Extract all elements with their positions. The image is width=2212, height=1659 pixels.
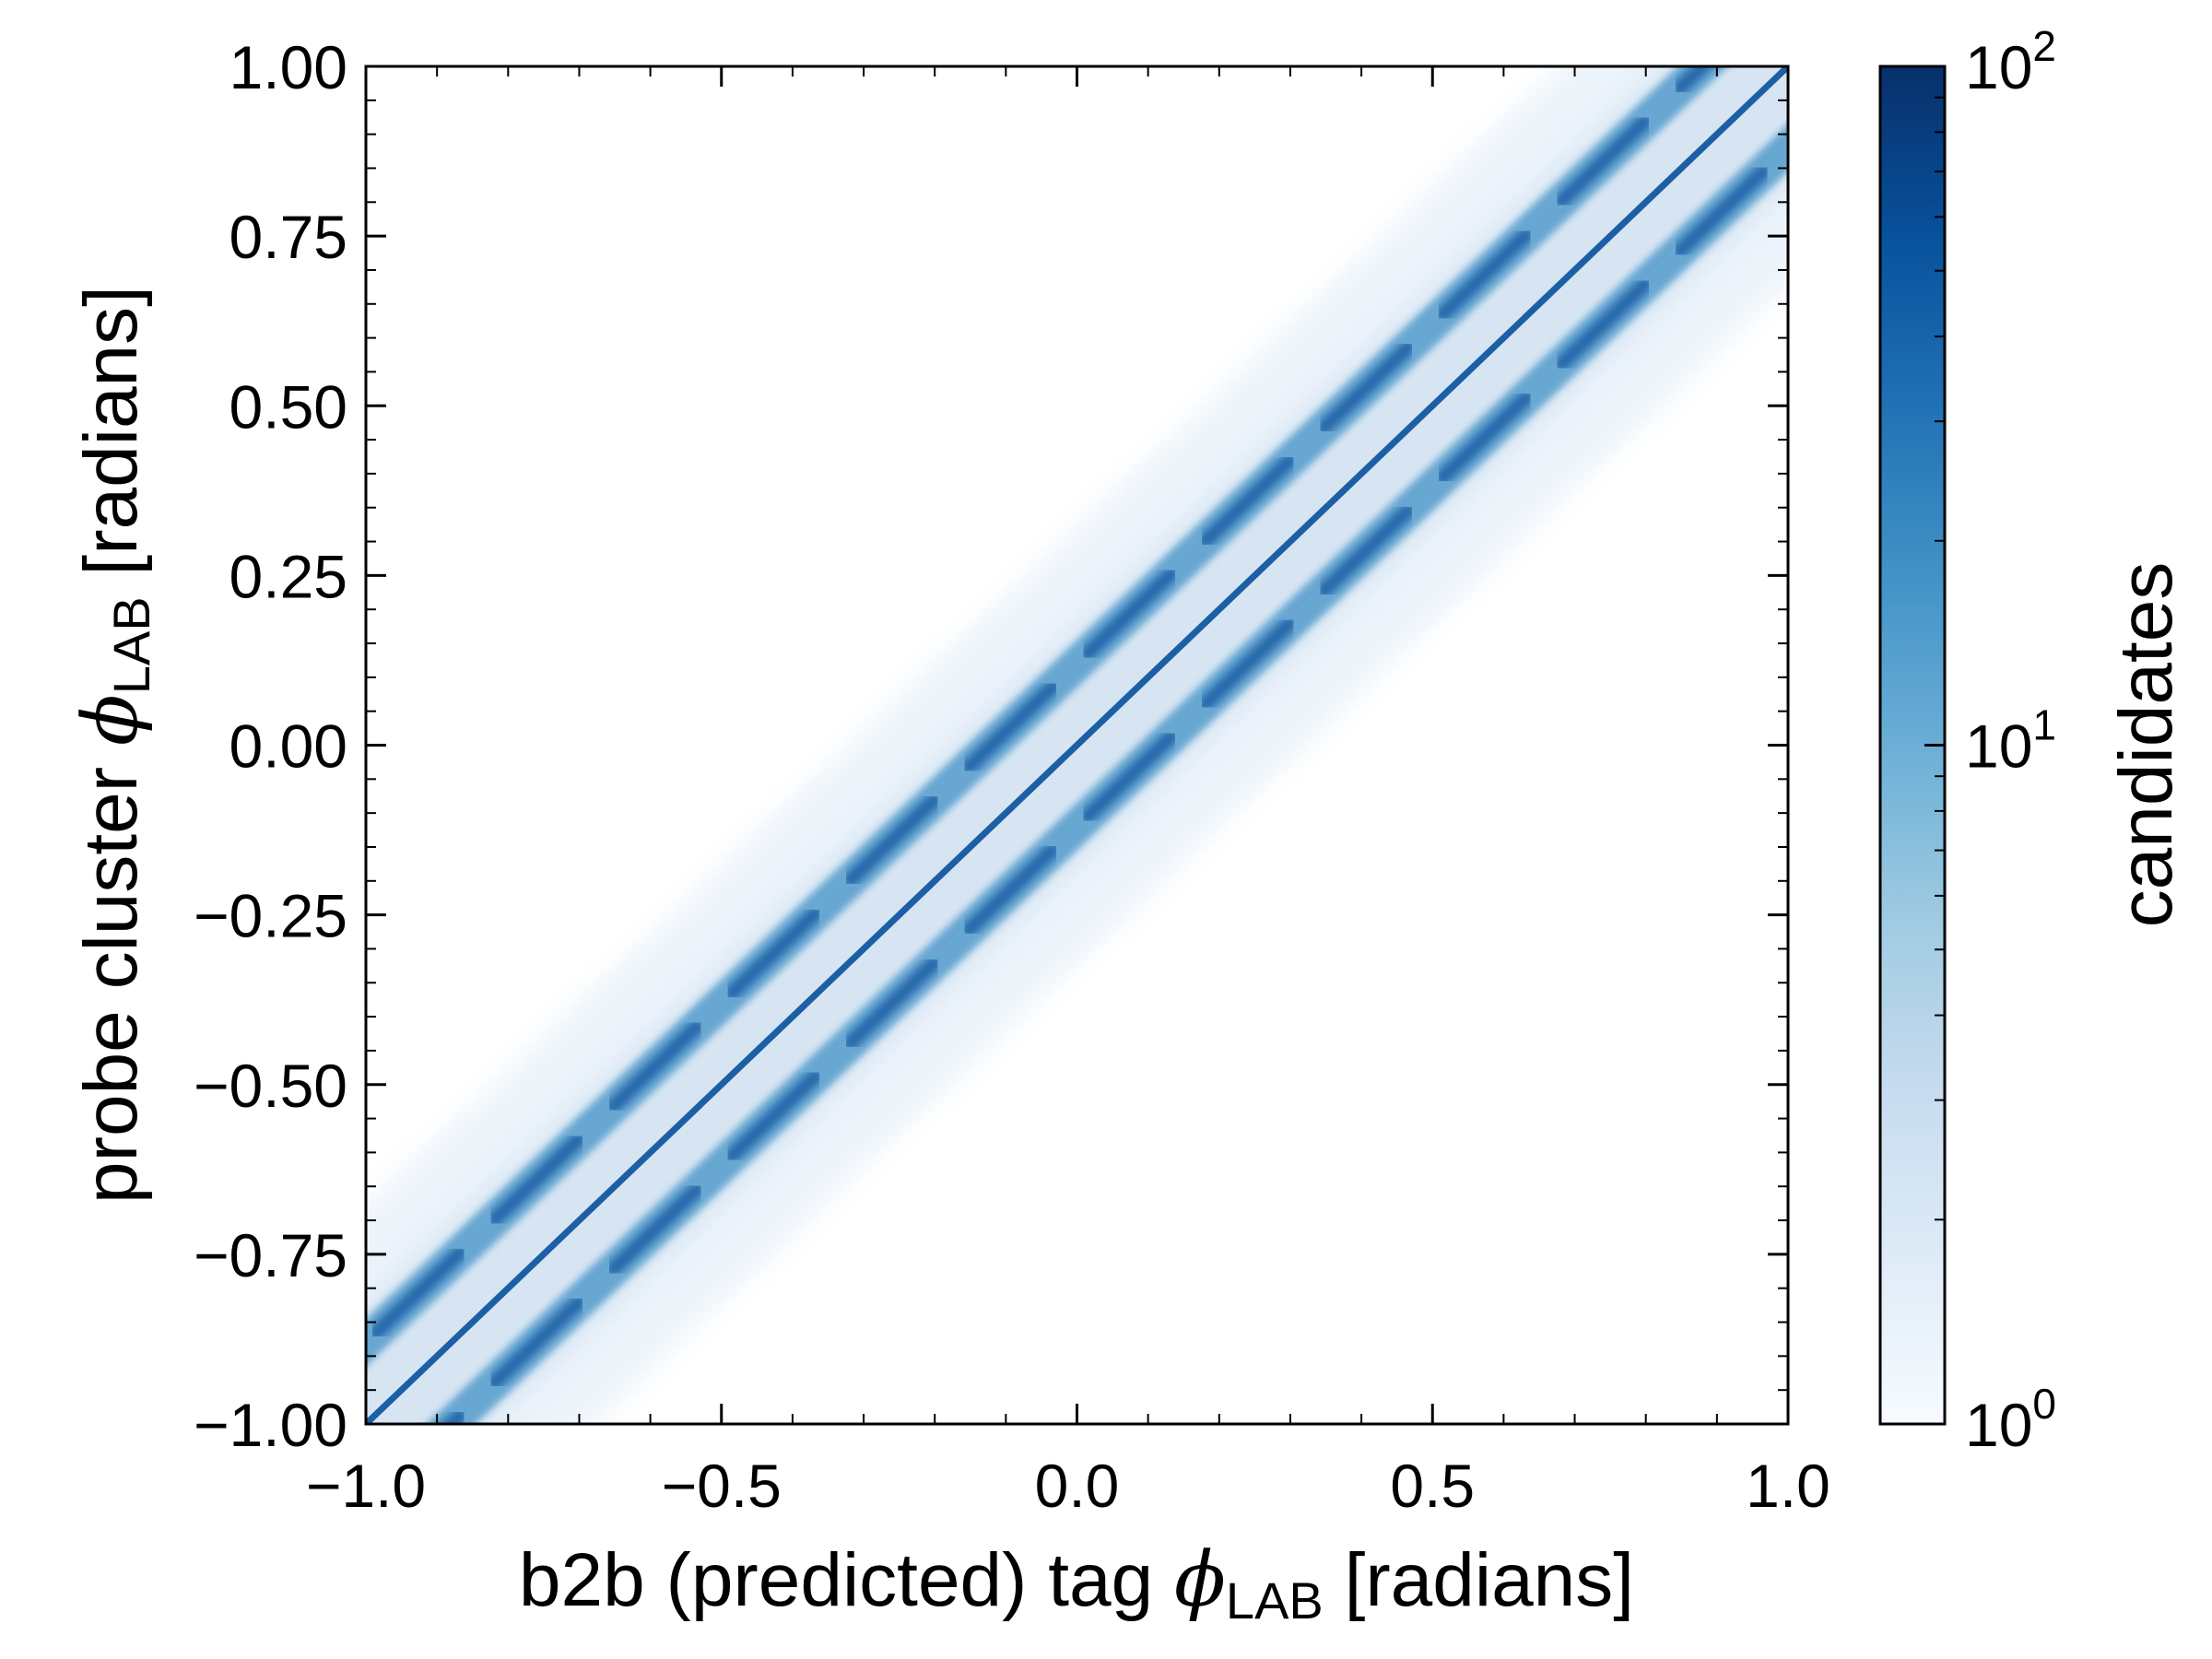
colorbar-title: candidates: [2104, 562, 2188, 928]
central-band: [366, 66, 1788, 1424]
band-2-segment: [724, 1069, 823, 1164]
band-2-segment: [1554, 276, 1653, 371]
band-2-segment: [842, 956, 941, 1051]
x-tick-label: 0.5: [1390, 1452, 1475, 1520]
band-1-segment: [1080, 567, 1179, 662]
band-2-segment: [488, 1295, 586, 1390]
band-1-segment: [1672, 66, 1714, 96]
band-1-segment: [606, 1019, 704, 1114]
y-tick-label: −0.75: [194, 1221, 347, 1289]
y-axis-title: probe cluster ϕLAB [radians]: [67, 286, 160, 1204]
band-1-segment: [961, 679, 1060, 774]
band-2-segment: [606, 1182, 704, 1277]
band-1: [366, 66, 1728, 1367]
y-tick-label: 0.25: [229, 542, 347, 610]
band-1-segment: [1198, 453, 1297, 548]
colorbar-tick-label: 101: [1965, 701, 2056, 781]
band-1-segment: [724, 906, 823, 1001]
band-1-segment: [1317, 340, 1416, 435]
x-tick-label: 0.0: [1035, 1452, 1120, 1520]
colorbar-tick-label: 100: [1965, 1380, 2056, 1459]
band-2-segment: [1435, 390, 1534, 485]
y-tick-labels: 1.00 0.75 0.50 0.25 0.00 −0.25 −0.50 −0.75 −1.00: [194, 33, 347, 1459]
band-2-segment: [1672, 164, 1771, 259]
x-tick-labels: −1.0 −0.5 0.0 0.5 1.0: [306, 1452, 1830, 1520]
band-2-segment: [1080, 729, 1179, 824]
y-tick-label: 0.50: [229, 372, 347, 441]
y-tick-label: −0.25: [194, 882, 347, 950]
y-tick-label: 0.75: [229, 203, 347, 271]
band-1-segment: [842, 793, 941, 888]
x-tick-label: −1.0: [306, 1452, 426, 1520]
colorbar-tick-label: 102: [1965, 22, 2056, 101]
x-axis-title: b2b (predicted) tag ϕLAB [radians]: [519, 1536, 1634, 1630]
band-1-segment: [1554, 114, 1653, 209]
band-2-segment: [961, 842, 1060, 937]
x-tick-label: 1.0: [1746, 1452, 1830, 1520]
y-tick-label: 1.00: [229, 33, 347, 101]
band-2-segment: [1317, 503, 1416, 598]
colorbar-ticks: 100 101 102: [1924, 22, 2056, 1459]
band-1-segment: [1435, 227, 1534, 322]
band-2-segment: [1198, 617, 1297, 712]
band-1-segment: [488, 1132, 586, 1227]
y-tick-label: −0.50: [194, 1052, 347, 1120]
band-2: [426, 124, 1788, 1424]
y-tick-label: 0.00: [229, 712, 347, 781]
y-tick-label: −1.00: [194, 1391, 347, 1459]
axis-ticks: [364, 65, 1790, 1426]
band-1-segment: [369, 1245, 467, 1340]
heatmap-density: [366, 66, 1788, 1424]
x-tick-label: −0.5: [662, 1452, 782, 1520]
